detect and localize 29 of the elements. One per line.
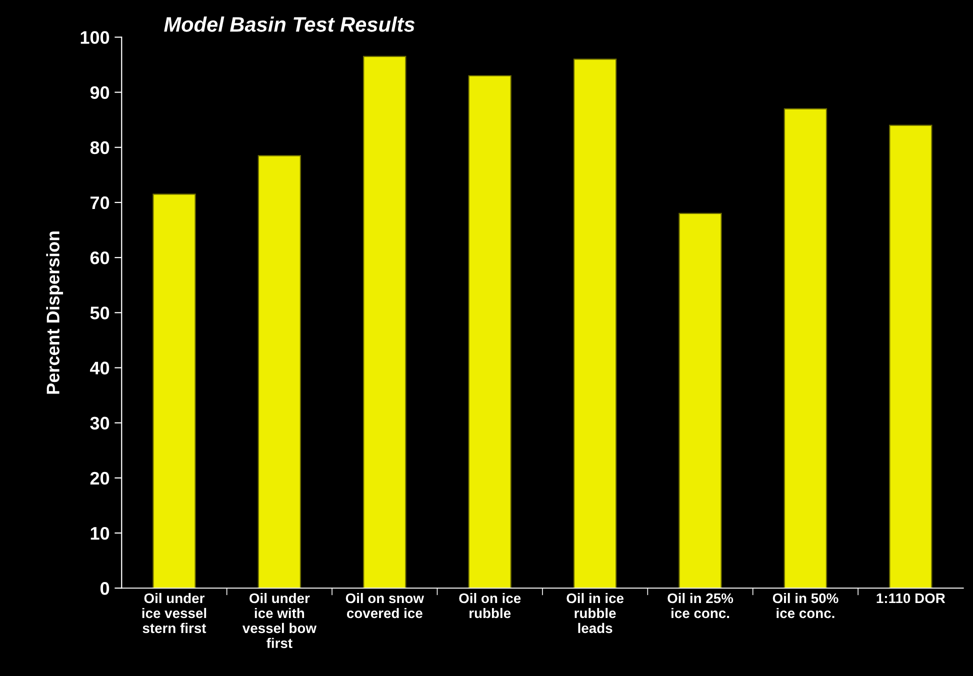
bar — [468, 75, 512, 588]
y-tick-label: 60 — [90, 251, 110, 264]
y-tick-label: 90 — [90, 86, 110, 99]
bar — [152, 194, 196, 588]
y-tick-label: 80 — [90, 141, 110, 154]
x-tick-label: Oil on snow covered ice — [346, 592, 424, 618]
y-tick-label: 0 — [100, 582, 110, 595]
chart-title: Model Basin Test Results — [164, 16, 415, 32]
bar — [784, 108, 828, 588]
bar — [678, 212, 722, 588]
bar — [889, 124, 932, 588]
x-tick-label: 1:110 DOR — [876, 593, 946, 604]
y-tick-label: 50 — [90, 306, 110, 320]
y-axis-title: Percent Dispersion — [46, 231, 64, 394]
y-tick-label: 10 — [90, 526, 110, 540]
x-tick-label: Oil in 25% ice conc. — [668, 592, 734, 618]
y-tick-label: 40 — [90, 362, 110, 374]
bar — [258, 155, 302, 588]
x-tick-label: Oil in ice rubble leads — [566, 592, 624, 634]
x-tick-label: Oil on ice rubble — [459, 592, 521, 618]
y-tick-label: 30 — [90, 416, 110, 430]
x-tick-label: Oil under ice vessel stern first — [142, 592, 206, 634]
bar — [573, 58, 617, 588]
bar — [363, 56, 406, 588]
x-tick-label: Oil in 50% ice conc. — [772, 592, 838, 618]
y-tick-label: 20 — [90, 472, 110, 485]
y-tick-label: 70 — [90, 196, 110, 210]
x-tick-label: Oil under ice with vessel bow first — [242, 592, 317, 648]
y-tick-label: 100 — [80, 31, 110, 44]
